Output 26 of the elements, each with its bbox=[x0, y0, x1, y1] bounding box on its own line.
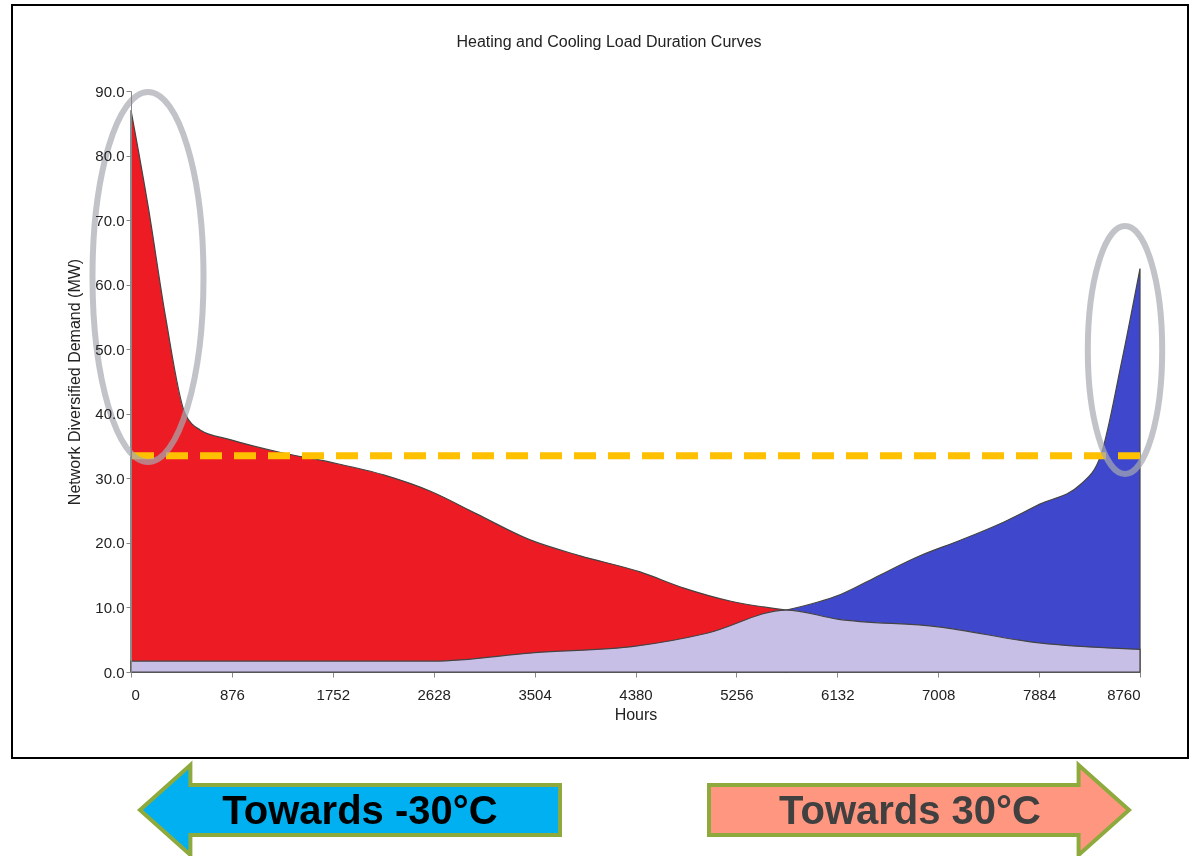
y-tick-label: 60.0 bbox=[95, 276, 125, 294]
text: Towards -30°C bbox=[222, 788, 498, 832]
y-tick-label: 20.0 bbox=[95, 534, 125, 552]
x-tick-label: 5256 bbox=[720, 685, 754, 703]
chart-title: Heating and Cooling Load Duration Curves bbox=[456, 33, 762, 50]
y-tick-label: 10.0 bbox=[95, 598, 125, 616]
x-tick-label: 7884 bbox=[1022, 685, 1057, 703]
y-tick-label: 30.0 bbox=[95, 469, 125, 487]
x-tick-label: 1752 bbox=[316, 685, 350, 703]
x-tick-label: 2628 bbox=[417, 685, 451, 703]
y-tick-label: 80.0 bbox=[95, 147, 125, 165]
y-tick-label: 0.0 bbox=[103, 663, 125, 681]
y-tick-label: 40.0 bbox=[95, 405, 125, 423]
text: Towards 30°C bbox=[779, 788, 1041, 832]
x-axis-title: Hours bbox=[614, 705, 658, 723]
y-tick-label: 50.0 bbox=[95, 340, 125, 358]
y-axis-title: Network Diversified Demand (MW) bbox=[66, 258, 84, 506]
x-tick-label: 4380 bbox=[619, 685, 653, 703]
x-tick-label: 876 bbox=[219, 685, 245, 703]
y-tick-label: 90.0 bbox=[95, 82, 125, 100]
x-tick-label: 0 bbox=[131, 685, 140, 703]
x-tick-label: 6132 bbox=[821, 685, 855, 703]
x-tick-label: 3504 bbox=[518, 685, 552, 703]
x-tick-label: 8760 bbox=[1107, 685, 1141, 703]
y-tick-label: 70.0 bbox=[95, 211, 125, 229]
x-tick-label: 7008 bbox=[922, 685, 956, 703]
